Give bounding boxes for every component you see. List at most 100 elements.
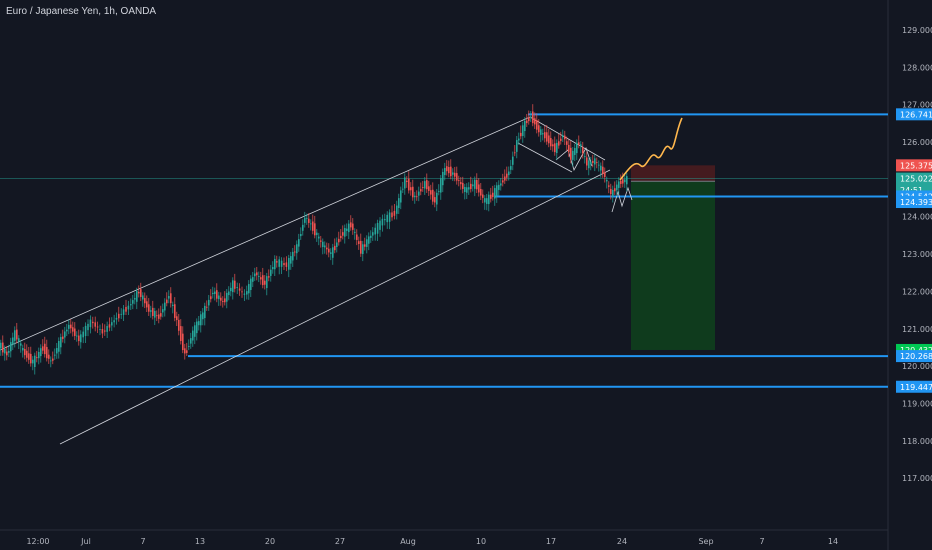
- candle-body: [8, 350, 10, 353]
- candle-body: [162, 309, 164, 313]
- candle-body: [302, 224, 304, 231]
- candle-body: [588, 160, 590, 169]
- candle-body: [574, 148, 576, 155]
- candle-body: [430, 190, 432, 195]
- candle-body: [412, 186, 414, 198]
- candle-body: [472, 184, 474, 187]
- candle-body: [546, 132, 548, 142]
- y-tick-label: 128.000: [902, 63, 932, 72]
- candle-body: [386, 214, 388, 223]
- candle-body: [350, 222, 352, 228]
- candle-body: [252, 277, 254, 282]
- candle-body: [150, 310, 152, 312]
- candle-body: [188, 346, 190, 347]
- candle-body: [492, 192, 494, 198]
- price-axis-label: 125.375: [900, 161, 932, 170]
- candle-body: [442, 172, 444, 186]
- candle-body: [572, 150, 574, 160]
- y-tick-label: 118.000: [902, 437, 932, 446]
- candle-body: [498, 184, 500, 190]
- candle-body: [594, 158, 596, 165]
- candle-body: [290, 256, 292, 264]
- x-tick-label: 10: [476, 537, 486, 546]
- candle-body: [228, 291, 230, 296]
- candle-body: [466, 187, 468, 193]
- candle-body: [256, 272, 258, 276]
- candle-body: [182, 333, 184, 351]
- candle-body: [478, 184, 480, 193]
- candle-body: [358, 241, 360, 245]
- candle-body: [6, 351, 8, 356]
- candle-body: [212, 292, 214, 295]
- x-tick-label: 12:00: [26, 537, 49, 546]
- candle-body: [410, 187, 412, 191]
- candle-body: [488, 194, 490, 205]
- candle-body: [522, 125, 524, 136]
- candle-body: [328, 248, 330, 253]
- candle-body: [115, 317, 118, 320]
- candle-body: [474, 179, 476, 189]
- candle-body: [22, 348, 24, 351]
- candle-body: [224, 298, 226, 303]
- candle-body: [68, 324, 70, 329]
- candle-body: [564, 135, 566, 140]
- candle-body: [318, 236, 320, 239]
- price-axis-label-bg: [896, 380, 932, 393]
- candle-body: [422, 187, 424, 188]
- candle-body: [404, 177, 406, 189]
- candle-body: [530, 116, 532, 118]
- candle-body: [314, 223, 316, 236]
- candle-body: [220, 297, 222, 301]
- candle-body: [552, 144, 554, 147]
- candle-body: [548, 135, 550, 144]
- x-tick-label: Sep: [698, 537, 713, 546]
- candle-body: [608, 185, 610, 187]
- candle-body: [238, 288, 241, 291]
- candle-body: [184, 348, 186, 354]
- candle-body: [426, 180, 428, 190]
- candle-body: [486, 198, 488, 204]
- candle-body: [164, 302, 166, 311]
- candle-body: [132, 300, 134, 304]
- candle-body: [612, 189, 614, 197]
- candle-body: [300, 234, 302, 237]
- candle-body: [381, 218, 384, 226]
- flag-lower-line: [517, 142, 573, 173]
- candle-body: [18, 338, 20, 342]
- candle-body: [248, 284, 250, 294]
- x-tick-label: 27: [335, 537, 345, 546]
- candle-body: [542, 133, 544, 135]
- candle-body: [192, 330, 194, 341]
- candle-body: [84, 325, 87, 337]
- candle-body: [384, 219, 386, 221]
- candle-body: [40, 348, 42, 357]
- candle-body: [94, 322, 96, 327]
- candle-body: [494, 188, 496, 199]
- candle-body: [536, 120, 538, 130]
- candle-body: [104, 330, 106, 332]
- candle-body: [566, 141, 568, 145]
- candle-body: [154, 310, 156, 318]
- candle-body: [178, 319, 180, 331]
- stop-loss-zone: [631, 165, 715, 182]
- candle-body: [4, 348, 6, 354]
- candle-body: [0, 342, 2, 349]
- flag-zigzag: [555, 147, 593, 172]
- candle-body: [234, 280, 236, 289]
- candle-body: [148, 304, 150, 312]
- candle-body: [544, 132, 546, 139]
- price-axis-label-bg: [896, 350, 932, 363]
- candle-body: [274, 258, 276, 270]
- candle-body: [260, 277, 262, 280]
- candle-body: [140, 289, 142, 297]
- candle-body: [408, 178, 410, 191]
- candle-body: [66, 329, 68, 332]
- candle-body: [202, 312, 204, 320]
- candle-body: [236, 287, 238, 288]
- candle-body: [330, 252, 332, 254]
- x-tick-label: 24: [617, 537, 627, 546]
- candle-body: [186, 350, 188, 353]
- candle-body: [332, 247, 334, 258]
- candle-body: [622, 179, 624, 184]
